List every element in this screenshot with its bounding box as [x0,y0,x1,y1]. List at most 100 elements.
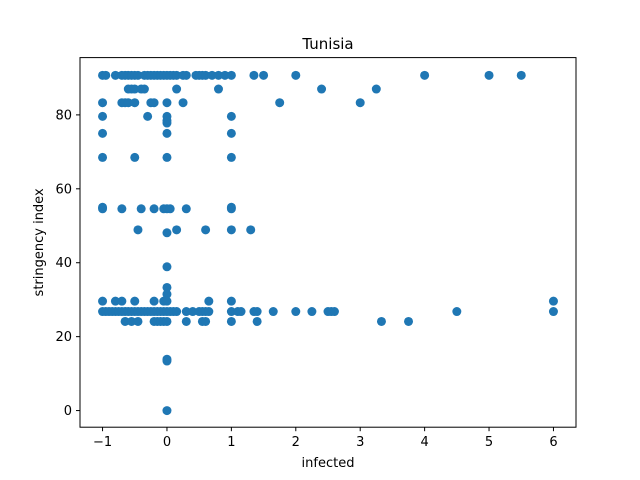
scatter-point [101,70,111,80]
scatter-point [162,228,172,238]
scatter-point [226,225,236,235]
scatter-point [162,282,172,292]
scatter-point [130,152,140,162]
scatter-point [291,70,301,80]
scatter-point [181,204,191,214]
scatter-point [516,70,526,80]
scatter-point [162,262,172,272]
scatter-point [162,356,172,366]
scatter-point [162,128,172,138]
plot-area [80,57,576,428]
scatter-point [252,307,262,317]
scatter-point [123,98,133,108]
scatter-point [98,204,108,214]
scatter-point [404,316,414,326]
scatter-point [252,316,262,326]
y-tick-label: 0 [64,404,72,419]
y-tick-label: 60 [55,182,72,197]
scatter-point [162,289,172,299]
scatter-point [181,307,191,317]
scatter-point [117,204,127,214]
scatter-point [181,316,191,326]
scatter-point [136,204,146,214]
scatter-point [226,152,236,162]
chart-title: Tunisia [301,35,353,53]
scatter-point [420,70,430,80]
y-tick-label: 80 [55,108,72,123]
x-tick-label: 5 [485,435,493,450]
y-ticks: 0 20 40 60 80 [55,108,80,419]
scatter-point [204,307,214,317]
scatter-point [484,70,494,80]
scatter-point [127,316,137,326]
scatter-point [201,70,211,80]
scatter-point [246,225,256,235]
scatter-point [329,307,339,317]
scatter-point [548,307,558,317]
scatter-point [371,84,381,94]
scatter-point [181,70,191,80]
scatter-point [139,84,149,94]
scatter-point [133,225,143,235]
scatter-point [376,316,386,326]
scatter-point [178,98,188,108]
scatter-point [291,307,301,317]
scatter-point [259,70,269,80]
y-tick-label: 40 [55,256,72,271]
scatter-point [165,204,175,214]
scatter-point [130,98,140,108]
scatter-point [226,128,236,138]
scatter-point [162,98,172,108]
x-tick-label: 6 [549,435,557,450]
scatter-point [220,70,230,80]
scatter-point [207,70,217,80]
scatter-point [213,70,223,80]
scatter-point [130,84,140,94]
scatter-point [226,296,236,306]
y-tick-label: 20 [55,330,72,345]
x-tick-label: 0 [163,435,171,450]
scatter-point [213,84,223,94]
x-tick-label: 2 [292,435,300,450]
scatter-point [149,296,159,306]
scatter-point [172,225,182,235]
scatter-point [98,111,108,121]
scatter-point [162,296,172,306]
x-axis-label: infected [302,456,355,471]
scatter-point [98,128,108,138]
x-ticks: −1 0 1 2 3 4 5 6 [93,427,558,450]
scatter-point [226,316,236,326]
scatter-point [98,152,108,162]
x-tick-label: 4 [420,435,428,450]
scatter-point [98,296,108,306]
scatter-point [188,307,198,317]
scatter-point [143,111,153,121]
scatter-point [172,70,182,80]
scatter-point [110,296,120,306]
x-tick-label: 3 [356,435,364,450]
scatter-point [133,316,143,326]
scatter-point [201,316,211,326]
scatter-point [452,307,462,317]
scatter-point [226,70,236,80]
x-tick-label: 1 [227,435,235,450]
scatter-point [98,98,108,108]
scatter-point [275,98,285,108]
scatter-point [204,296,214,306]
scatter-point [162,316,172,326]
scatter-point [172,307,182,317]
scatter-point [149,98,159,108]
points-layer [98,70,558,416]
scatter-point [548,296,558,306]
y-axis-label: stringency index [32,188,47,296]
scatter-point [130,296,140,306]
scatter-point [226,307,236,317]
x-tick-label: −1 [93,435,112,450]
scatter-point [172,84,182,94]
scatter-point [268,307,278,317]
scatter-point [149,204,159,214]
scatter-point [201,225,211,235]
scatter-point [226,111,236,121]
scatter-point [236,307,246,317]
